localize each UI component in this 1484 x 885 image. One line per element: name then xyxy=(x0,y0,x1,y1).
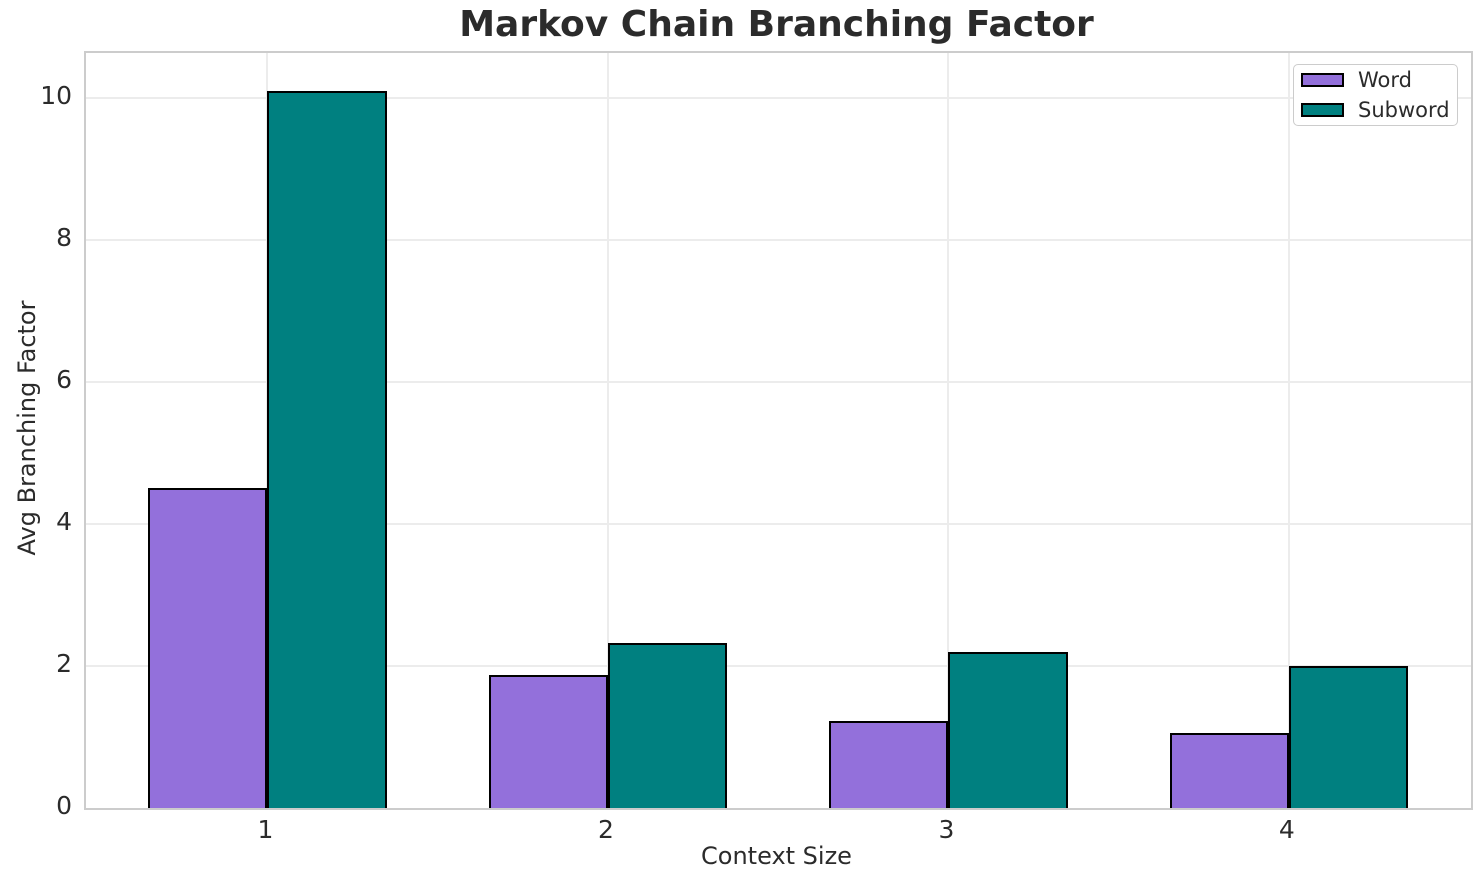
y-tick-label: 6 xyxy=(56,364,72,394)
bar-subword-group2 xyxy=(607,642,728,808)
x-axis-label: Context Size xyxy=(701,842,852,870)
x-tick-label: 4 xyxy=(1278,815,1295,844)
plot-area xyxy=(84,51,1473,810)
y-tick-label: 2 xyxy=(56,648,72,678)
legend-item-subword: Subword xyxy=(1301,98,1457,122)
gridline-horizontal xyxy=(86,238,1471,241)
y-tick-label: 8 xyxy=(56,222,72,252)
bar-subword-group3 xyxy=(948,651,1068,808)
gridline-horizontal xyxy=(86,96,1471,99)
bar-word-group3 xyxy=(829,721,949,808)
legend-label-word: Word xyxy=(1358,68,1412,92)
x-tick-label: 2 xyxy=(597,815,614,844)
bar-subword-group1 xyxy=(267,90,387,808)
word-color-swatch xyxy=(1301,73,1344,87)
gridline-horizontal xyxy=(86,522,1471,525)
x-tick-label: 3 xyxy=(938,815,955,844)
legend-item-word: Word xyxy=(1301,68,1457,92)
bar-subword-group4 xyxy=(1288,665,1408,808)
gridline-horizontal xyxy=(86,380,1471,383)
y-tick-label: 0 xyxy=(56,791,72,820)
bar-word-group2 xyxy=(488,675,608,808)
bar-word-group1 xyxy=(148,488,268,808)
subword-color-swatch xyxy=(1301,103,1344,117)
gridline-horizontal xyxy=(86,664,1471,667)
gridline-vertical xyxy=(1287,53,1290,808)
x-tick-label: 1 xyxy=(257,815,274,844)
bar-word-group4 xyxy=(1169,732,1289,808)
gridline-vertical xyxy=(947,53,950,808)
y-tick-label: 4 xyxy=(56,506,72,536)
legend: Word Subword xyxy=(1293,64,1458,126)
gridline-vertical xyxy=(606,53,609,808)
y-tick-label: 10 xyxy=(40,80,72,110)
legend-label-subword: Subword xyxy=(1358,98,1450,122)
chart-title: Markov Chain Branching Factor xyxy=(459,4,1094,45)
